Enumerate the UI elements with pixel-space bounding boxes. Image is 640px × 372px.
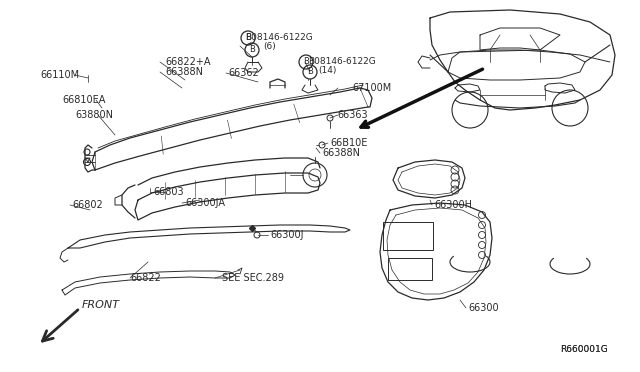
Text: 66300: 66300 <box>468 303 499 313</box>
Text: 63880N: 63880N <box>75 110 113 120</box>
Text: B: B <box>249 45 255 55</box>
Text: 66822+A: 66822+A <box>165 57 211 67</box>
Text: 67100M: 67100M <box>352 83 391 93</box>
Text: B: B <box>307 67 313 77</box>
Text: R660001G: R660001G <box>560 346 608 355</box>
Text: (6): (6) <box>263 42 276 51</box>
Text: 66300J: 66300J <box>270 230 303 240</box>
Text: 66300JA: 66300JA <box>185 198 225 208</box>
Text: B08146-6122G: B08146-6122G <box>245 33 313 42</box>
Text: 66110M: 66110M <box>40 70 79 80</box>
Text: 66362: 66362 <box>228 68 259 78</box>
Text: 66388N: 66388N <box>322 148 360 158</box>
Text: R660001G: R660001G <box>560 346 608 355</box>
Text: B: B <box>245 33 251 42</box>
Text: B: B <box>303 58 309 67</box>
Text: 66B10E: 66B10E <box>330 138 367 148</box>
Text: 66803: 66803 <box>153 187 184 197</box>
Text: 66822: 66822 <box>130 273 161 283</box>
Text: 66300H: 66300H <box>434 200 472 210</box>
Text: 66810EA: 66810EA <box>62 95 106 105</box>
Text: 66802: 66802 <box>72 200 103 210</box>
Text: 66388N: 66388N <box>165 67 203 77</box>
Text: B08146-6122G: B08146-6122G <box>308 58 376 67</box>
Text: (14): (14) <box>318 67 337 76</box>
Text: FRONT: FRONT <box>82 300 120 310</box>
Text: SEE SEC.289: SEE SEC.289 <box>222 273 284 283</box>
Text: 66363: 66363 <box>337 110 367 120</box>
